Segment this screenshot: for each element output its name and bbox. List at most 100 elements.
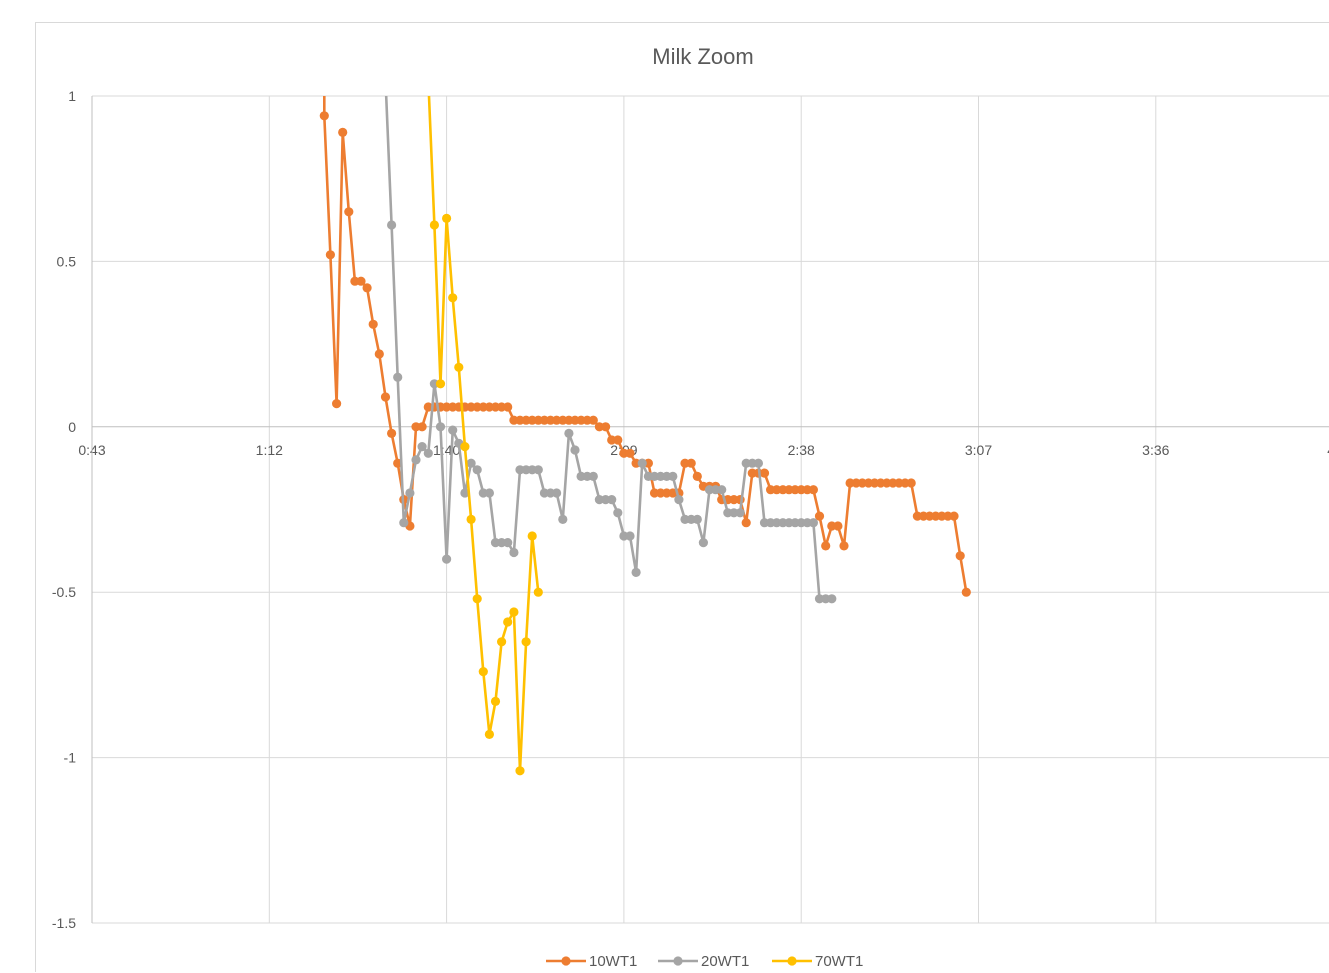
x-tick-label: 3:07 bbox=[965, 442, 992, 458]
data-point-20WT1 bbox=[753, 458, 764, 468]
data-point-70WT1 bbox=[509, 607, 519, 617]
data-point-70WT1 bbox=[435, 379, 446, 389]
data-point-70WT1 bbox=[521, 637, 531, 647]
data-point-70WT1 bbox=[460, 442, 470, 452]
data-point-20WT1 bbox=[399, 518, 409, 528]
x-tick-label: 2:38 bbox=[788, 442, 815, 458]
data-point-10WT1 bbox=[692, 471, 702, 481]
data-point-20WT1 bbox=[393, 372, 403, 382]
data-point-10WT1 bbox=[955, 551, 965, 561]
data-point-20WT1 bbox=[442, 554, 452, 564]
data-point-20WT1 bbox=[552, 488, 562, 498]
legend-item-70WT1: 70WT1 bbox=[772, 953, 863, 970]
data-point-70WT1 bbox=[478, 667, 488, 677]
data-point-20WT1 bbox=[570, 445, 580, 455]
data-point-20WT1 bbox=[387, 220, 397, 230]
data-point-20WT1 bbox=[607, 495, 617, 505]
data-point-70WT1 bbox=[448, 293, 458, 303]
data-point-20WT1 bbox=[692, 514, 702, 524]
legend-label: 20WT1 bbox=[701, 953, 749, 970]
data-point-10WT1 bbox=[344, 207, 354, 217]
chart-title: Milk Zoom bbox=[652, 44, 753, 69]
data-point-10WT1 bbox=[417, 422, 427, 432]
data-point-10WT1 bbox=[588, 415, 598, 425]
data-point-10WT1 bbox=[356, 276, 366, 286]
legend-marker bbox=[561, 956, 571, 966]
legend-marker bbox=[673, 956, 683, 966]
data-point-10WT1 bbox=[808, 485, 819, 495]
data-point-20WT1 bbox=[613, 508, 623, 518]
data-point-70WT1 bbox=[533, 587, 543, 597]
data-point-10WT1 bbox=[319, 111, 329, 121]
data-point-10WT1 bbox=[380, 392, 391, 402]
data-point-10WT1 bbox=[814, 511, 825, 521]
data-point-20WT1 bbox=[417, 442, 427, 452]
data-point-10WT1 bbox=[387, 428, 397, 438]
data-point-70WT1 bbox=[527, 531, 537, 541]
data-point-20WT1 bbox=[631, 567, 641, 578]
data-point-10WT1 bbox=[613, 435, 623, 445]
data-point-20WT1 bbox=[405, 488, 415, 498]
data-point-20WT1 bbox=[435, 422, 446, 432]
data-point-20WT1 bbox=[808, 518, 819, 528]
data-point-20WT1 bbox=[735, 508, 745, 518]
data-point-20WT1 bbox=[484, 488, 494, 498]
legend-item-10WT1: 10WT1 bbox=[546, 953, 637, 970]
line-chart: 10.50-0.5-1-1.50:431:121:402:092:383:073… bbox=[52, 44, 1329, 970]
y-tick-label: 0.5 bbox=[57, 253, 77, 269]
y-tick-label: 0 bbox=[68, 419, 76, 435]
series-70WT1 bbox=[427, 96, 543, 776]
data-point-70WT1 bbox=[429, 220, 439, 230]
data-point-10WT1 bbox=[949, 511, 959, 521]
data-point-20WT1 bbox=[564, 428, 574, 438]
data-point-20WT1 bbox=[717, 485, 727, 495]
data-point-10WT1 bbox=[332, 399, 342, 409]
data-point-10WT1 bbox=[338, 127, 348, 137]
data-point-20WT1 bbox=[674, 495, 684, 505]
data-point-10WT1 bbox=[839, 541, 849, 551]
x-tick-label: 4: bbox=[1327, 442, 1329, 458]
data-point-10WT1 bbox=[759, 468, 770, 478]
data-point-10WT1 bbox=[503, 402, 513, 412]
data-point-70WT1 bbox=[484, 729, 494, 740]
data-point-10WT1 bbox=[741, 518, 751, 528]
data-point-10WT1 bbox=[906, 478, 916, 488]
data-point-70WT1 bbox=[515, 766, 525, 776]
legend-label: 10WT1 bbox=[589, 953, 637, 970]
data-point-10WT1 bbox=[325, 250, 335, 260]
data-point-70WT1 bbox=[497, 637, 507, 647]
data-point-10WT1 bbox=[374, 349, 384, 359]
y-tick-label: 1 bbox=[68, 88, 76, 104]
x-tick-label: 1:40 bbox=[433, 442, 460, 458]
data-point-70WT1 bbox=[503, 617, 513, 627]
y-tick-label: -0.5 bbox=[52, 584, 76, 600]
data-point-10WT1 bbox=[368, 319, 378, 329]
data-point-10WT1 bbox=[833, 521, 843, 531]
gridlines bbox=[92, 95, 1329, 924]
data-point-20WT1 bbox=[533, 465, 543, 475]
data-point-20WT1 bbox=[423, 448, 433, 458]
data-point-10WT1 bbox=[961, 587, 971, 597]
data-point-10WT1 bbox=[601, 422, 611, 432]
legend: 10WT1 20WT1 70WT1 bbox=[546, 953, 863, 970]
data-point-70WT1 bbox=[454, 362, 464, 372]
axes: 10.50-0.5-1-1.50:431:121:402:092:383:073… bbox=[52, 88, 1329, 931]
legend-label: 70WT1 bbox=[815, 953, 863, 970]
data-point-20WT1 bbox=[827, 594, 837, 604]
data-point-70WT1 bbox=[472, 594, 482, 604]
data-point-10WT1 bbox=[362, 283, 372, 293]
data-point-10WT1 bbox=[821, 541, 831, 551]
series-layer bbox=[319, 96, 971, 776]
series-20WT1 bbox=[384, 96, 837, 604]
data-point-20WT1 bbox=[625, 531, 635, 541]
legend-marker bbox=[787, 956, 797, 966]
chart-area: 10.50-0.5-1-1.50:431:121:402:092:383:073… bbox=[35, 22, 1329, 972]
y-tick-label: -1.5 bbox=[52, 915, 76, 931]
data-point-20WT1 bbox=[448, 425, 458, 435]
data-point-20WT1 bbox=[460, 488, 470, 498]
data-point-10WT1 bbox=[686, 458, 696, 468]
data-point-20WT1 bbox=[472, 465, 482, 475]
data-point-70WT1 bbox=[442, 213, 452, 223]
data-point-20WT1 bbox=[668, 471, 678, 481]
data-point-20WT1 bbox=[411, 455, 421, 465]
